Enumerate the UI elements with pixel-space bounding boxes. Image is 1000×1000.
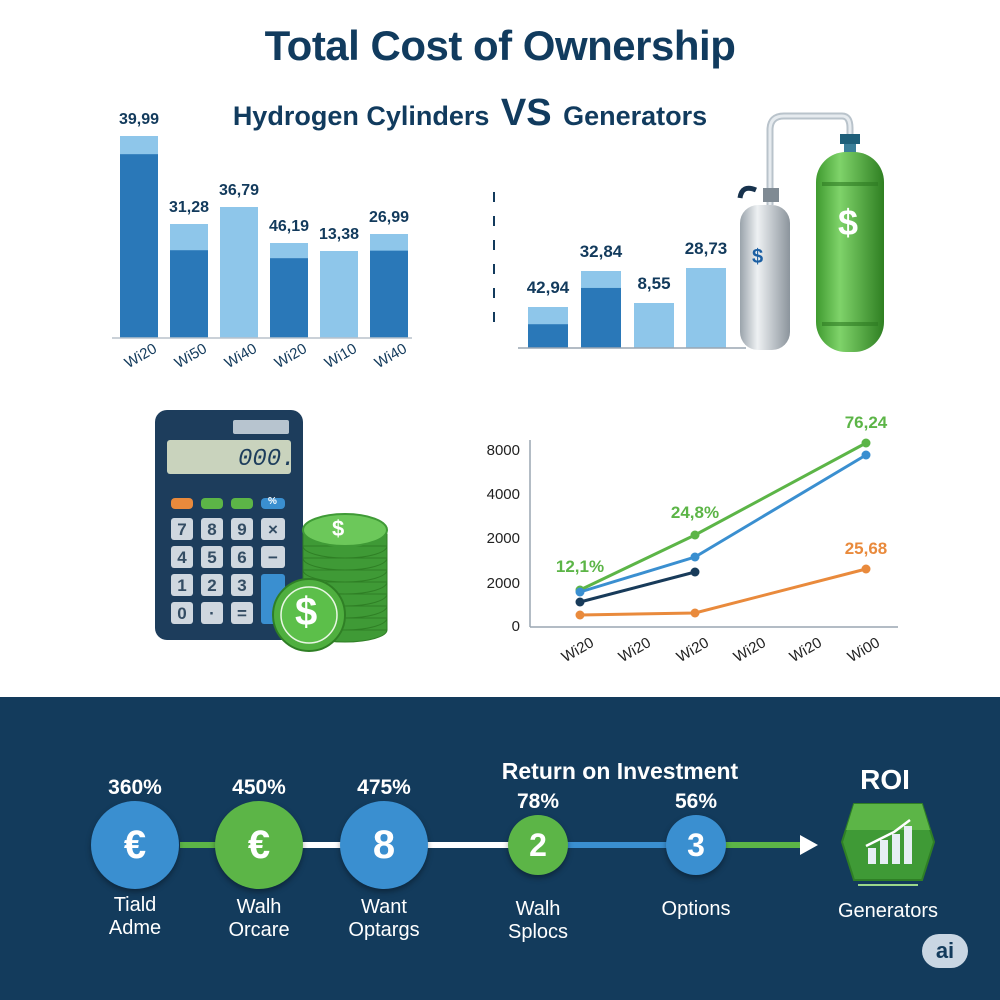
- data-point: [575, 587, 585, 597]
- annotation: 24,8%: [671, 503, 719, 522]
- ai-badge: ai: [922, 934, 968, 968]
- svg-text:7: 7: [177, 520, 186, 539]
- data-label: 39,99: [119, 111, 159, 128]
- data-point: [690, 608, 700, 618]
- data-label: 8,55: [637, 274, 670, 293]
- page-title: Total Cost of Ownership: [264, 22, 736, 69]
- y-tick-label: 2000: [487, 575, 520, 592]
- data-point: [861, 438, 871, 448]
- roi-step-pct: 56%: [674, 790, 718, 813]
- data-point: [575, 610, 585, 620]
- roi-step-pct: 360%: [108, 776, 162, 799]
- roi-step-label: Walh Splocs: [507, 898, 569, 943]
- dollar-icon: $: [838, 202, 859, 243]
- roi-step-pct: 78%: [516, 790, 560, 813]
- euro-icon: €: [215, 801, 303, 889]
- dollar-icon: $: [752, 246, 764, 268]
- subtitle-right: Generators: [563, 101, 708, 131]
- bar: [220, 207, 258, 338]
- annotation: 76,24: [845, 413, 888, 432]
- roi-step-node: 3: [666, 815, 726, 875]
- svg-text:=: =: [237, 604, 247, 623]
- data-label: 36,79: [219, 182, 259, 199]
- roi-step-label: Options: [661, 898, 731, 920]
- coin-stack-icon: [272, 513, 388, 652]
- bar-segment: [270, 258, 308, 338]
- series-line-green: [579, 441, 867, 592]
- x-tick-label: Wi20: [616, 634, 654, 666]
- svg-text:−: −: [268, 548, 278, 567]
- page-subtitle: Hydrogen Cylinders VS Generators: [0, 92, 940, 135]
- svg-text:8: 8: [207, 520, 216, 539]
- y-tick-label: 8000: [487, 442, 520, 459]
- svg-text:2: 2: [207, 576, 216, 595]
- data-label: 28,73: [685, 239, 728, 258]
- svg-text:6: 6: [237, 548, 246, 567]
- roi-step-label: Tiald Adme: [108, 894, 162, 939]
- data-point: [690, 530, 700, 540]
- subtitle-left: Hydrogen Cylinders: [232, 101, 490, 131]
- roi-step-label: Want Optargs: [348, 896, 420, 941]
- bar-segment: [581, 287, 621, 348]
- euro-icon: €: [91, 801, 179, 889]
- y-tick-label: 0: [512, 618, 520, 635]
- svg-text:·: ·: [209, 604, 215, 623]
- bar: [320, 251, 358, 338]
- bar-segment: [370, 250, 408, 338]
- x-tick-label: Wi00: [845, 634, 883, 666]
- data-label: 13,38: [319, 226, 359, 243]
- x-tick-label: Wi20: [731, 634, 769, 666]
- subtitle-vs: VS: [500, 92, 552, 134]
- data-point: [575, 597, 585, 607]
- roi-end-label: Generators: [837, 900, 939, 922]
- gas-cylinders-icon: [737, 112, 884, 352]
- roi-step-pct: 450%: [232, 776, 286, 799]
- bar: [686, 268, 726, 348]
- data-point: [690, 552, 700, 562]
- svg-text:5: 5: [207, 548, 216, 567]
- percent-key: %: [268, 496, 277, 507]
- dollar-icon: $: [332, 516, 345, 541]
- svg-text:3: 3: [237, 576, 246, 595]
- data-label: 32,84: [580, 242, 623, 261]
- y-tick-label: 4000: [487, 486, 520, 503]
- x-tick-label: Wi20: [787, 634, 825, 666]
- calculator-icon: 7 8 9 × 4 5 6 − 1 2 3 0 · =: [155, 410, 303, 640]
- roi-right-title: ROI: [860, 764, 910, 795]
- svg-text:1: 1: [177, 576, 186, 595]
- data-label: 31,28: [169, 199, 209, 216]
- y-tick-label: 2000: [487, 530, 520, 547]
- roi-step-label: Walh Orcare: [228, 896, 290, 941]
- svg-text:0: 0: [177, 604, 186, 623]
- data-point: [861, 564, 871, 574]
- annotation: 12,1%: [556, 557, 604, 576]
- dollar-icon: $: [295, 590, 318, 634]
- x-tick-label: Wi20: [674, 634, 712, 666]
- roi-step-pct: 475%: [357, 776, 411, 799]
- svg-text:9: 9: [237, 520, 246, 539]
- data-label: 46,19: [269, 218, 309, 235]
- bar-segment: [528, 324, 568, 348]
- annotation: 25,68: [845, 539, 888, 558]
- chart-growth-icon: [840, 803, 936, 886]
- svg-text:4: 4: [177, 548, 187, 567]
- data-label: 26,99: [369, 209, 409, 226]
- bar-segment: [120, 154, 158, 338]
- series-line-blue: [579, 453, 867, 594]
- roi-step-node: 8: [340, 801, 428, 889]
- data-label: 42,94: [527, 278, 570, 297]
- calculator-display: 000.: [238, 446, 296, 473]
- data-point: [690, 567, 700, 577]
- roi-title: Return on Investment: [501, 758, 739, 784]
- data-point: [861, 450, 871, 460]
- x-tick-label: Wi20: [559, 634, 597, 666]
- bar-segment: [170, 250, 208, 338]
- svg-text:×: ×: [268, 520, 278, 539]
- roi-step-node: 2: [508, 815, 568, 875]
- series-line-navy: [579, 570, 696, 604]
- bar: [634, 303, 674, 348]
